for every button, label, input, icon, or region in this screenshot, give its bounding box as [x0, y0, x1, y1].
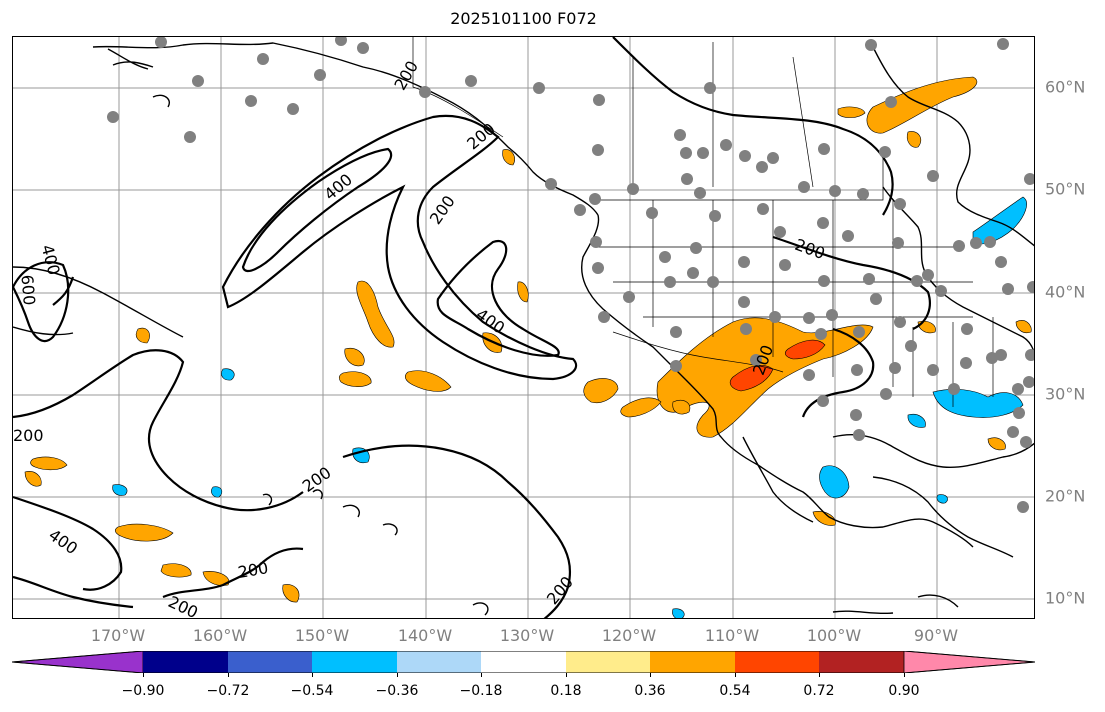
colorbar-segment-3 — [312, 651, 397, 673]
colorbar-tick-3: −0.54 — [290, 683, 334, 699]
colorbar-segment-6 — [566, 651, 650, 673]
contour-label-200-southeast: 200 — [543, 573, 577, 609]
lon-label-120w: 120°W — [601, 626, 657, 645]
colorbar-tick-4: −0.36 — [375, 683, 419, 699]
negative-shading — [112, 196, 1027, 618]
contour-label-400-southwest: 400 — [45, 525, 81, 558]
contour-label-200-central: 200 — [299, 463, 335, 496]
colorbar-segment-5 — [481, 651, 566, 673]
contour-label-200-gulf: 200 — [463, 119, 499, 153]
lat-label-40n: 40°N — [1045, 282, 1086, 302]
colorbar-segment-7 — [650, 651, 735, 673]
colorbar-segment-underflow — [12, 651, 144, 673]
colorbar-tick-7: 0.36 — [634, 683, 666, 699]
contour-label-400-west: 400 — [37, 243, 63, 277]
colorbar-segment-overflow — [903, 651, 1035, 673]
station-markers — [107, 37, 1034, 513]
colorbar-segment-9 — [819, 651, 904, 673]
lon-label-150w: 150°W — [294, 626, 350, 645]
map-title: 2025101100 F072 — [450, 9, 597, 28]
colorbar-tick-5: −0.18 — [459, 683, 503, 699]
contour-label-400-east: 400 — [472, 305, 508, 338]
map-panel: 400 400 400 400 600 200 200 200 200 200 … — [12, 36, 1035, 619]
colorbar-tick-2: −0.72 — [206, 683, 250, 699]
colorbar-segment-4 — [397, 651, 481, 673]
contour-label-200-offshore: 200 — [426, 192, 459, 228]
lat-label-60n: 60°N — [1045, 77, 1086, 97]
colorbar-tick-10: 0.90 — [888, 683, 920, 699]
lon-label-160w: 160°W — [192, 626, 248, 645]
lon-label-170w: 170°W — [90, 626, 146, 645]
lat-label-20n: 20°N — [1045, 486, 1086, 506]
colorbar-tick-1: −0.90 — [121, 683, 165, 699]
contour-label-200-southwest: 200 — [165, 592, 201, 619]
colorbar-segment-1 — [143, 651, 228, 673]
contour-label-200-west: 200 — [13, 426, 44, 445]
colorbar — [12, 651, 1035, 673]
colorbar-tick-9: 0.72 — [803, 683, 835, 699]
lat-label-50n: 50°N — [1045, 179, 1086, 199]
lon-label-100w: 100°W — [806, 626, 862, 645]
colorbar-segment-2 — [228, 651, 312, 673]
colorbar-tick-8: 0.54 — [719, 683, 751, 699]
contour-label-200-plains: 200 — [792, 235, 827, 263]
lon-label-90w: 90°W — [913, 626, 959, 645]
lat-label-10n: 10°N — [1045, 588, 1086, 608]
contour-label-400-north: 400 — [320, 170, 356, 204]
colorbar-tick-6: 0.18 — [550, 683, 582, 699]
lat-label-30n: 30°N — [1045, 384, 1086, 404]
contour-label-600: 600 — [17, 274, 39, 306]
height-contours — [13, 37, 931, 618]
map-canvas: 400 400 400 400 600 200 200 200 200 200 … — [13, 37, 1034, 619]
lon-label-110w: 110°W — [704, 626, 760, 645]
lon-label-130w: 130°W — [499, 626, 555, 645]
colorbar-segment-8 — [735, 651, 819, 673]
contour-label-200-south: 200 — [236, 558, 269, 582]
lon-label-140w: 140°W — [397, 626, 453, 645]
